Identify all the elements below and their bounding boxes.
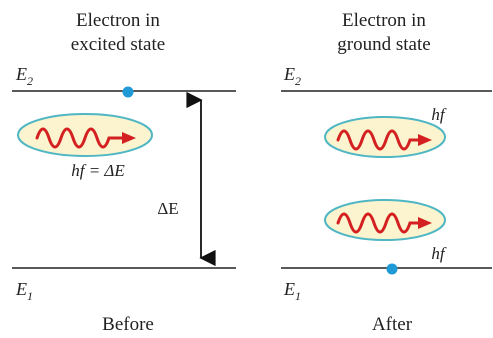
after-caption: After [372,314,413,335]
right-lower-level-label: E1 [283,279,301,303]
right-photon-top-ellipse [324,116,446,158]
left-photon [17,113,153,157]
right-photon-bottom-arrowhead [418,217,432,229]
photon-bottom-label: hf [431,244,447,263]
left-heading-line1: Electron in [76,10,160,31]
photon-top-label: hf [431,105,447,124]
right-heading-line1: Electron in [342,10,426,31]
left-photon-arrowhead [122,132,136,144]
left-upper-level-label: E2 [15,64,33,88]
left-photon-wave [35,127,125,149]
right-photon-top-wave [336,129,422,151]
right-photon-bottom-ellipse [324,199,446,241]
before-caption: Before [102,314,154,335]
right-photon-bottom [324,199,446,241]
left-electron [122,86,134,98]
right-electron [386,263,398,275]
right-photon-top-arrowhead [418,134,432,146]
energy-gap-label: ΔE [157,199,178,218]
right-photon-bottom-wave [336,212,422,234]
right-photon-top [324,116,446,158]
right-heading-line2: ground state [337,34,430,55]
right-upper-level-label: E2 [283,64,301,88]
left-heading-line2: excited state [71,34,165,55]
photon-energy-equation: hf = ΔE [71,161,125,180]
left-lower-level-label: E1 [15,279,33,303]
